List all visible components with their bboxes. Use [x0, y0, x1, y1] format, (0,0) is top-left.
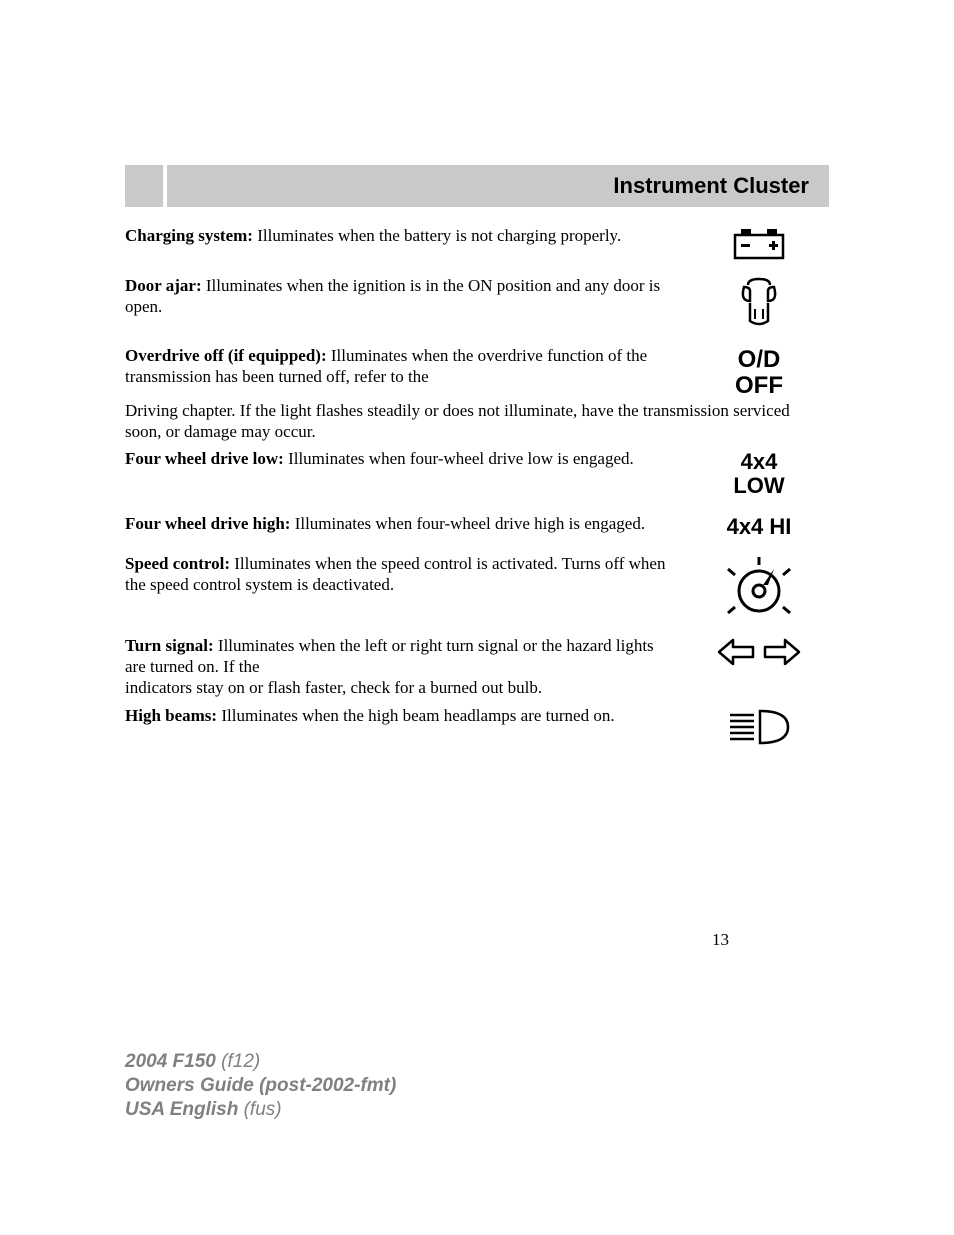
entry-charging-system: Charging system: Illuminates when the ba…	[125, 225, 829, 261]
footer-italic: (f12)	[221, 1051, 260, 1072]
footer-bold: 2004 F150	[125, 1051, 221, 1072]
entry-body: Illuminates when the battery is not char…	[257, 226, 621, 245]
entry-label: Four wheel drive low:	[125, 449, 284, 468]
door-ajar-icon	[689, 275, 829, 331]
entry-text: Turn signal: Illuminates when the left o…	[125, 635, 689, 678]
entry-label: Turn signal:	[125, 636, 214, 655]
entry-label: Charging system:	[125, 226, 253, 245]
footer-line: USA English (fus)	[125, 1098, 396, 1122]
entry-label: Speed control:	[125, 554, 230, 573]
footer: 2004 F150 (f12) Owners Guide (post-2002-…	[125, 1050, 396, 1121]
icon-text-line: LOW	[733, 474, 784, 498]
section-title: Instrument Cluster	[613, 173, 809, 199]
entry-text: Overdrive off (if equipped): Illuminates…	[125, 345, 689, 388]
header-accent	[125, 165, 163, 207]
entry-body: Illuminates when the ignition is in the …	[125, 276, 660, 316]
entry-italic: Driving	[125, 401, 178, 420]
entry-text: Four wheel drive low: Illuminates when f…	[125, 448, 689, 469]
entry-label: Door ajar:	[125, 276, 202, 295]
icon-text-line: O/D	[735, 347, 783, 373]
high-beam-icon	[689, 705, 829, 747]
entry-turn-signal: Turn signal: Illuminates when the left o…	[125, 635, 829, 699]
turn-signal-icon	[689, 635, 829, 667]
entry-text: Door ajar: Illuminates when the ignition…	[125, 275, 689, 318]
overdrive-off-icon: O/D OFF	[689, 345, 829, 400]
footer-bold: USA English	[125, 1099, 244, 1120]
entry-continuation: Driving chapter. If the light flashes st…	[125, 400, 829, 443]
entry-text: Speed control: Illuminates when the spee…	[125, 553, 689, 596]
icon-text-line: 4x4	[733, 450, 784, 474]
entry-4x4-high: Four wheel drive high: Illuminates when …	[125, 513, 829, 539]
header-title-bar: Instrument Cluster	[167, 165, 829, 207]
entry-text: High beams: Illuminates when the high be…	[125, 705, 689, 726]
footer-line: Owners Guide (post-2002-fmt)	[125, 1074, 396, 1098]
entry-body: Illuminates when the high beam headlamps…	[221, 706, 614, 725]
entry-label: High beams:	[125, 706, 217, 725]
entry-label: Overdrive off (if equipped):	[125, 346, 327, 365]
four-wheel-low-icon: 4x4 LOW	[689, 448, 829, 498]
icon-text-line: 4x4 HI	[727, 515, 792, 539]
entry-4x4-low: Four wheel drive low: Illuminates when f…	[125, 448, 829, 498]
entry-rest: indicators stay on or flash faster, chec…	[125, 678, 542, 697]
entry-door-ajar: Door ajar: Illuminates when the ignition…	[125, 275, 829, 331]
page-number: 13	[712, 930, 729, 950]
battery-icon	[689, 225, 829, 261]
entry-speed-control: Speed control: Illuminates when the spee…	[125, 553, 829, 621]
entry-continuation: indicators stay on or flash faster, chec…	[125, 677, 829, 698]
entry-text: Charging system: Illuminates when the ba…	[125, 225, 689, 246]
header-bar: Instrument Cluster	[125, 165, 829, 207]
entry-rest: chapter. If the light flashes steadily o…	[125, 401, 790, 441]
footer-bold: Owners Guide (post-2002-fmt)	[125, 1075, 396, 1096]
entry-high-beams: High beams: Illuminates when the high be…	[125, 705, 829, 747]
speed-control-icon	[689, 553, 829, 621]
four-wheel-high-icon: 4x4 HI	[689, 513, 829, 539]
entry-text: Four wheel drive high: Illuminates when …	[125, 513, 689, 534]
footer-italic: (fus)	[244, 1099, 282, 1120]
entry-body: Illuminates when four-wheel drive low is…	[288, 449, 634, 468]
icon-text-line: OFF	[735, 373, 783, 399]
entry-body: Illuminates when four-wheel drive high i…	[295, 514, 645, 533]
entry-label: Four wheel drive high:	[125, 514, 290, 533]
footer-line: 2004 F150 (f12)	[125, 1050, 396, 1074]
entry-overdrive-off: Overdrive off (if equipped): Illuminates…	[125, 345, 829, 442]
